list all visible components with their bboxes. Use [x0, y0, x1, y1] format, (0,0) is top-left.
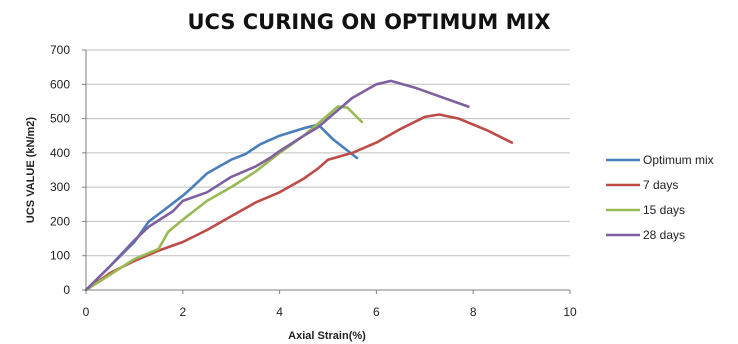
chart-title: UCS CURING ON OPTIMUM MIX [187, 10, 550, 34]
legend-label-7-days: 7 days [643, 178, 678, 192]
y-tick-labels: 0 100 200 300 400 500 600 700 [50, 43, 70, 297]
y-tick-label-400: 400 [50, 146, 70, 160]
axes [82, 49, 571, 294]
legend-label-28-days: 28 days [643, 228, 685, 242]
series-lines [84, 79, 514, 292]
y-tick-label-500: 500 [50, 112, 70, 126]
legend-label-15-days: 15 days [643, 203, 685, 217]
y-tick-label-200: 200 [50, 214, 70, 228]
series-line-15-days [84, 105, 364, 292]
x-tick-label-6: 6 [373, 305, 380, 319]
y-axis-label: UCS VALUE (kN/m2) [25, 117, 37, 223]
y-tick-label-0: 0 [63, 283, 70, 297]
x-tick-label-2: 2 [179, 305, 186, 319]
gridlines [86, 49, 570, 257]
y-tick-label-700: 700 [50, 43, 70, 57]
x-tick-label-0: 0 [83, 305, 90, 319]
y-tick-label-600: 600 [50, 77, 70, 91]
series-line-7-days [84, 113, 514, 292]
legend: Optimum mix 7 days 15 days 28 days [606, 153, 714, 242]
series-line-28-days [84, 79, 470, 292]
y-tick-label-100: 100 [50, 249, 70, 263]
x-tick-label-4: 4 [276, 305, 283, 319]
x-tick-label-8: 8 [470, 305, 477, 319]
x-tick-label-10: 10 [563, 305, 577, 319]
x-tick-labels: 0 2 4 6 8 10 [83, 305, 577, 319]
x-axis-label: Axial Strain(%) [288, 330, 366, 342]
legend-label-optimum-mix: Optimum mix [643, 153, 714, 167]
y-tick-label-300: 300 [50, 180, 70, 194]
